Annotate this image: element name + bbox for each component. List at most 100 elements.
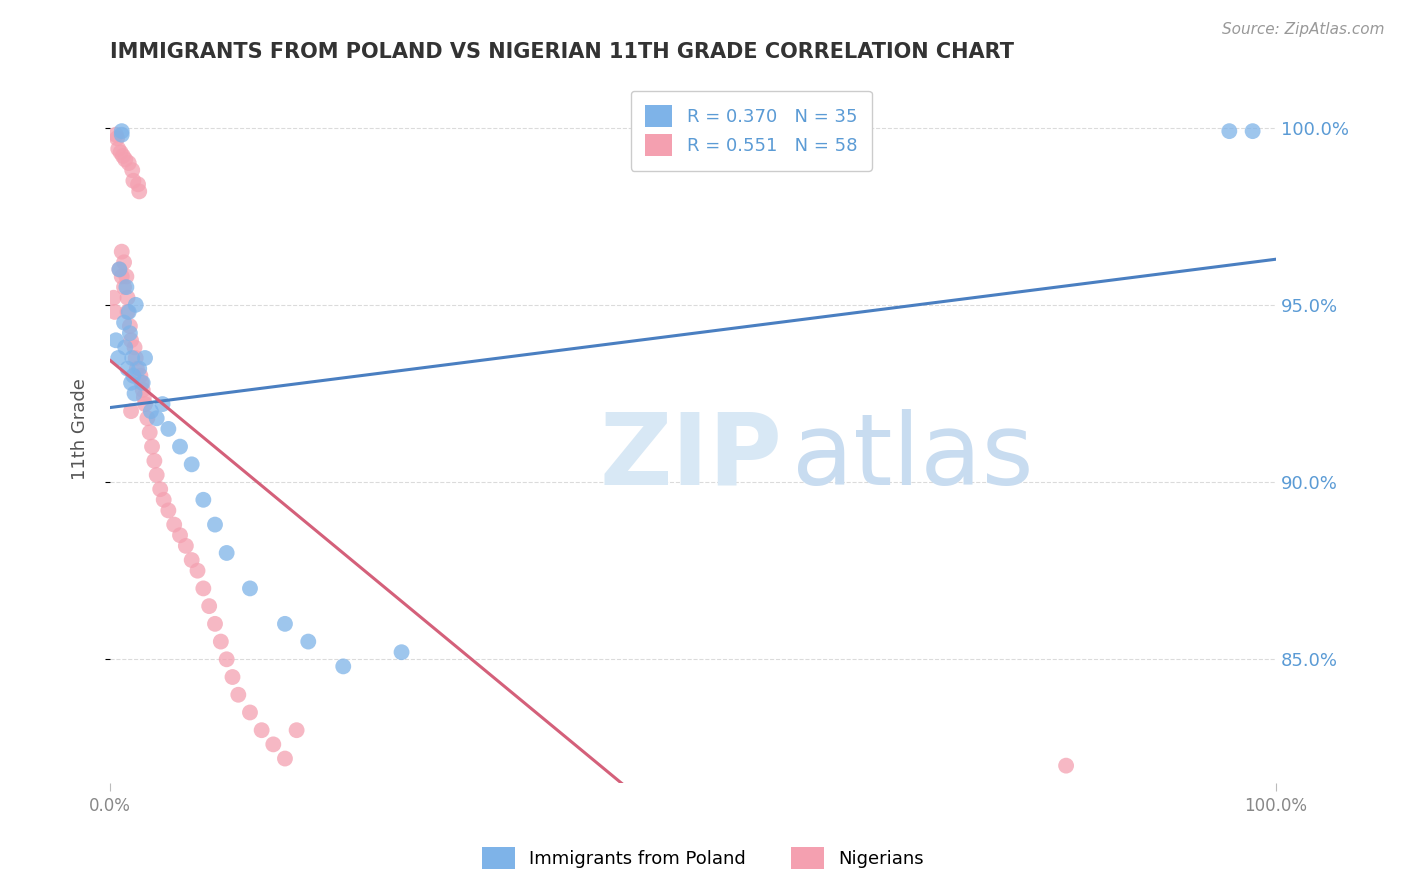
Point	[180, 553, 202, 567]
Point	[124, 340, 146, 354]
Point	[204, 616, 226, 631]
Point	[125, 351, 148, 365]
Point	[129, 368, 152, 383]
Point	[114, 153, 136, 167]
Point	[1241, 124, 1264, 138]
Point	[124, 386, 146, 401]
Point	[198, 599, 221, 614]
Point	[174, 539, 197, 553]
Point	[108, 262, 131, 277]
Point	[157, 422, 180, 436]
Point	[117, 291, 139, 305]
Point	[180, 458, 202, 472]
Point	[145, 467, 167, 482]
Point	[127, 178, 149, 192]
Point	[121, 163, 143, 178]
Point	[215, 652, 238, 666]
Point	[118, 326, 141, 341]
Point	[193, 492, 215, 507]
Y-axis label: 11th Grade: 11th Grade	[72, 378, 89, 480]
Point	[215, 546, 238, 560]
Point	[104, 128, 127, 142]
Point	[141, 440, 163, 454]
Point	[122, 174, 145, 188]
Point	[239, 582, 262, 596]
Point	[104, 333, 127, 347]
Point	[110, 145, 132, 160]
Point	[111, 149, 134, 163]
Point	[104, 305, 127, 319]
Point	[111, 124, 134, 138]
Text: IMMIGRANTS FROM POLAND VS NIGERIAN 11TH GRADE CORRELATION CHART: IMMIGRANTS FROM POLAND VS NIGERIAN 11TH …	[110, 42, 1014, 62]
Point	[128, 361, 150, 376]
Point	[131, 376, 153, 390]
Point	[112, 316, 135, 330]
Point	[1054, 758, 1077, 772]
Text: atlas: atlas	[792, 409, 1033, 506]
Point	[112, 280, 135, 294]
Point	[122, 368, 145, 383]
Point	[285, 723, 308, 738]
Point	[152, 397, 174, 411]
Point	[262, 737, 284, 751]
Point	[111, 128, 134, 142]
Point	[117, 305, 139, 319]
Point	[111, 244, 134, 259]
Point	[157, 503, 180, 517]
Point	[209, 634, 232, 648]
Text: ZIP: ZIP	[600, 409, 783, 506]
Point	[132, 376, 155, 390]
Legend: Immigrants from Poland, Nigerians: Immigrants from Poland, Nigerians	[474, 838, 932, 879]
Point	[274, 751, 297, 765]
Point	[193, 582, 215, 596]
Point	[139, 404, 162, 418]
Point	[297, 634, 319, 648]
Point	[145, 411, 167, 425]
Point	[120, 404, 142, 418]
Point	[274, 616, 297, 631]
Point	[149, 482, 172, 496]
Point	[138, 425, 160, 440]
Point	[169, 440, 191, 454]
Point	[186, 564, 208, 578]
Point	[118, 319, 141, 334]
Point	[134, 397, 156, 411]
Point	[134, 351, 156, 365]
Point	[112, 255, 135, 269]
Point	[125, 361, 148, 376]
Text: Source: ZipAtlas.com: Source: ZipAtlas.com	[1222, 22, 1385, 37]
Point	[118, 156, 141, 170]
Point	[120, 333, 142, 347]
Point	[152, 492, 174, 507]
Point	[221, 670, 243, 684]
Point	[204, 517, 226, 532]
Point	[239, 706, 262, 720]
Point	[1218, 124, 1240, 138]
Point	[121, 351, 143, 365]
Point	[108, 262, 131, 277]
Point	[114, 340, 136, 354]
Point	[143, 454, 166, 468]
Point	[107, 142, 129, 156]
Point	[391, 645, 413, 659]
Point	[115, 280, 138, 294]
Point	[105, 131, 128, 145]
Point	[228, 688, 250, 702]
Point	[169, 528, 191, 542]
Point	[111, 269, 134, 284]
Point	[132, 390, 155, 404]
Point	[125, 298, 148, 312]
Point	[132, 383, 155, 397]
Point	[128, 185, 150, 199]
Legend: R = 0.370   N = 35, R = 0.551   N = 58: R = 0.370 N = 35, R = 0.551 N = 58	[631, 91, 872, 170]
Point	[136, 411, 159, 425]
Point	[115, 269, 138, 284]
Point	[120, 376, 142, 390]
Point	[118, 305, 141, 319]
Point	[107, 351, 129, 365]
Point	[103, 291, 125, 305]
Point	[250, 723, 273, 738]
Point	[117, 361, 139, 376]
Point	[332, 659, 354, 673]
Point	[163, 517, 186, 532]
